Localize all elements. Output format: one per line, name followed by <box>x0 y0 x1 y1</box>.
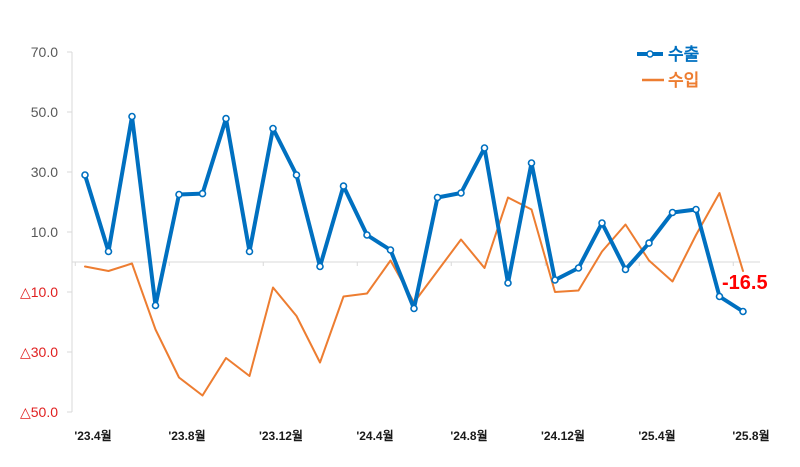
exports-point <box>504 279 512 287</box>
x-tick-label: '24.12월 <box>541 428 585 443</box>
x-tick-label: '23.8월 <box>168 428 205 443</box>
exports-point <box>339 182 348 190</box>
x-tick-label: '24.8월 <box>450 428 487 443</box>
y-tick-label: 10.0 <box>31 224 58 240</box>
exports-point <box>151 301 160 310</box>
exports-point <box>81 171 89 179</box>
exports-point <box>410 304 418 313</box>
legend-label-imports: 수입 <box>668 71 699 90</box>
exports-point <box>574 264 583 272</box>
exports-point <box>292 171 301 179</box>
y-tick-label: △10.0 <box>20 284 58 300</box>
x-tick-label: '24.4월 <box>356 428 393 443</box>
exports-point <box>715 292 724 301</box>
exports-point <box>692 205 700 214</box>
last-value-annotation: -16.5 <box>722 272 768 294</box>
exports-point <box>621 265 630 274</box>
exports-point <box>269 124 277 133</box>
series-layer <box>81 112 747 397</box>
exports-point <box>198 189 207 198</box>
exports-point <box>363 231 371 239</box>
exports-point <box>104 247 113 256</box>
exports-point <box>480 144 489 152</box>
x-tick-label: '23.12월 <box>259 428 303 443</box>
exports-point <box>316 262 324 271</box>
y-tick-label: 30.0 <box>31 164 58 180</box>
x-tick-label: '25.4월 <box>638 428 675 443</box>
x-tick-label: '25.8월 <box>732 428 769 443</box>
exports-point <box>386 246 395 254</box>
x-axis: '23.4월 '23.8월 '23.12월 '24.4월 '24.8월 '24.12월 '2… <box>72 261 770 443</box>
legend-item-exports[interactable]: 수출 <box>637 45 700 64</box>
legend-item-imports[interactable]: 수입 <box>642 71 699 90</box>
legend: 수출 수입 <box>637 45 700 90</box>
exports-line <box>83 114 745 314</box>
exports-point <box>527 159 536 167</box>
y-tick-label: △50.0 <box>20 404 58 420</box>
exports-point <box>222 114 230 123</box>
imports-line <box>84 192 744 397</box>
y-tick-label: 70.0 <box>31 44 58 60</box>
exports-point <box>245 247 254 256</box>
exports-point <box>645 239 653 247</box>
y-tick-label: △30.0 <box>20 344 58 360</box>
y-axis: 70.0 50.0 30.0 10.0 △10.0 △30.0 △50.0 <box>20 44 73 420</box>
legend-marker-exports <box>646 50 654 58</box>
exports-point <box>433 193 442 202</box>
exports-point <box>598 219 606 227</box>
legend-label-exports: 수출 <box>668 45 700 64</box>
x-tick-label: '23.4월 <box>74 428 111 443</box>
exports-point <box>457 189 465 197</box>
exports-point <box>551 276 559 284</box>
exports-point <box>175 190 183 199</box>
exports-point <box>739 307 747 316</box>
exports-point <box>128 112 136 121</box>
exports-point <box>668 208 677 217</box>
y-tick-label: 50.0 <box>31 104 58 120</box>
